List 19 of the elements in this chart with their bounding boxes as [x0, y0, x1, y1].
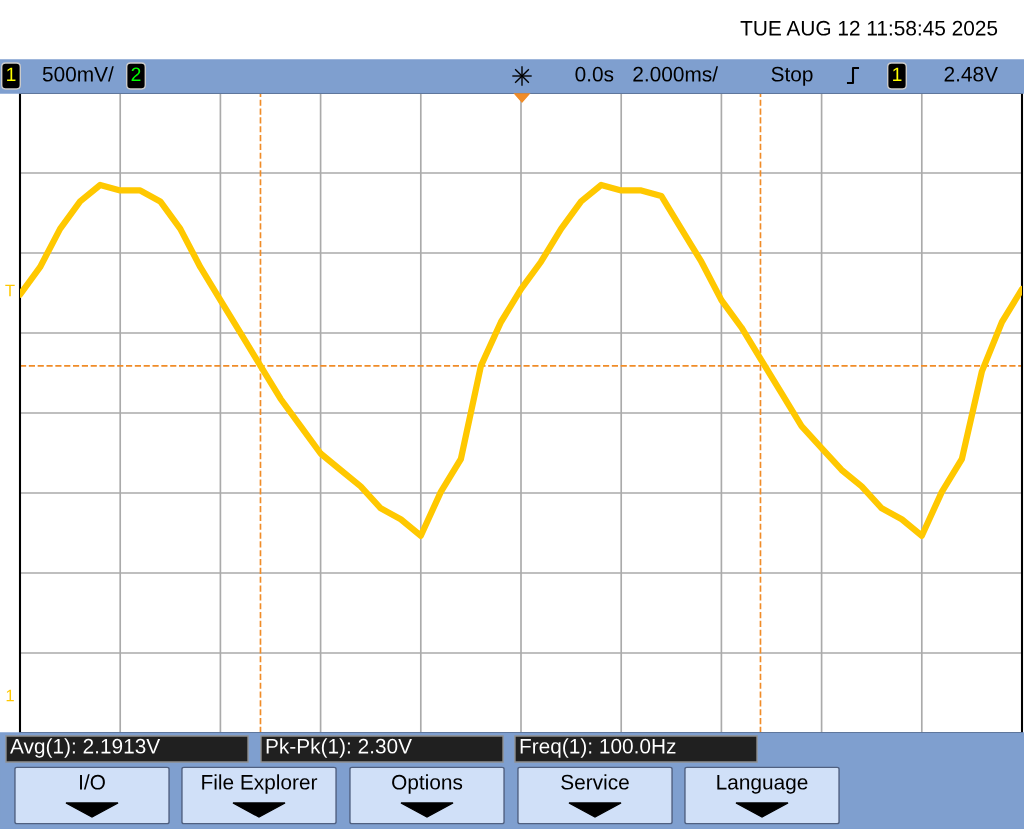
text: 1	[893, 67, 902, 82]
text: Pk-Pk(1): 2.30V	[266, 738, 412, 758]
text: File Explorer	[202, 774, 318, 794]
text: 1	[7, 67, 16, 82]
text: T	[5, 284, 15, 297]
text: Language	[717, 775, 808, 794]
text: Stop	[771, 66, 813, 86]
text: Service	[561, 774, 629, 790]
text: TUE AUG 12 11:58:45 2025	[740, 20, 998, 36]
text: 2.48V	[944, 66, 998, 82]
text: 2.000ms/	[633, 66, 719, 82]
text: 0.0s	[575, 66, 614, 82]
text: 2	[131, 67, 141, 82]
text: 1	[6, 689, 14, 702]
text: Freq(1): 100.0Hz	[520, 738, 676, 758]
text: Avg(1): 2.1913V	[10, 738, 161, 758]
text: Options	[392, 774, 463, 794]
text: 500mV/	[42, 66, 114, 82]
text: I/O	[80, 774, 105, 790]
